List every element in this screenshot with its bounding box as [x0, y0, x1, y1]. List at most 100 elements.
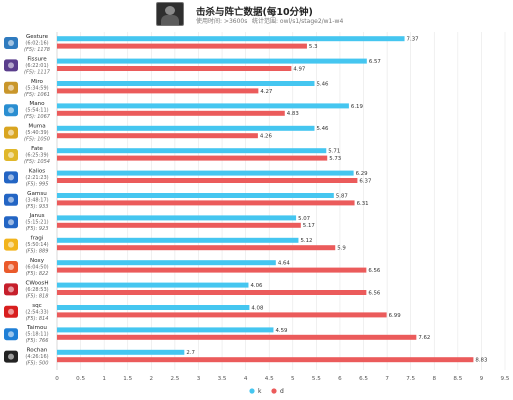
team-logo-mark [8, 219, 14, 226]
player-time: (3:48:17) [25, 197, 48, 203]
player-name: Mano [29, 101, 45, 107]
d-value-label: 5.73 [329, 156, 341, 162]
d-bar [57, 155, 328, 161]
k-value-label: 5.07 [298, 216, 310, 222]
player-name: Fissure [27, 56, 47, 62]
x-tick-label: 4 [244, 376, 248, 382]
time-used-label: 使用时间: >3600s [196, 18, 248, 25]
d-value-label: 5.17 [303, 223, 315, 229]
team-logo-mark [8, 174, 14, 181]
d-bar [57, 178, 358, 183]
d-bar [57, 88, 259, 94]
d-bar [57, 200, 355, 206]
d-bar [57, 43, 307, 49]
x-tick-label: 3 [197, 376, 201, 382]
k-bar [57, 305, 250, 310]
player-name: Gesture [26, 34, 49, 40]
team-logo-mark [8, 264, 14, 270]
legend-k-swatch [249, 388, 255, 394]
d-value-label: 6.56 [368, 290, 381, 296]
player-games: (F5): 889 [26, 249, 49, 255]
team-logo-mark [8, 62, 14, 69]
d-bar [57, 290, 367, 295]
k-bar [57, 237, 299, 243]
d-bar [57, 334, 417, 340]
player-name: Janus [28, 213, 44, 219]
x-tick-label: 9 [480, 376, 484, 382]
player-games: (F5): 933 [26, 204, 49, 210]
d-bar [57, 133, 258, 139]
player-games: (F5): 822 [26, 271, 49, 277]
k-value-label: 4.08 [251, 305, 264, 311]
k-bar [57, 260, 276, 266]
d-value-label: 8.83 [475, 358, 487, 364]
x-tick-label: 5.5 [312, 376, 321, 382]
k-bar [57, 193, 334, 198]
player-time: (5:34:59) [25, 85, 48, 91]
team-logo-mark [8, 286, 14, 293]
player-games: (F5): 1061 [24, 92, 50, 98]
player-time: (5:40:39) [25, 130, 48, 136]
player-name: fragi [31, 236, 44, 242]
x-tick-label: 3.5 [218, 376, 227, 382]
d-value-label: 6.56 [368, 268, 381, 274]
player-games: (F5): 814 [26, 316, 49, 322]
player-time: (2:21:23) [25, 175, 48, 181]
player-name: Rochan [27, 348, 48, 354]
k-value-label: 5.46 [316, 126, 329, 132]
d-value-label: 6.37 [359, 178, 371, 184]
player-time: (5:50:14) [25, 242, 48, 248]
x-tick-label: 1.5 [123, 376, 132, 382]
k-value-label: 5.12 [300, 238, 312, 244]
k-value-label: 5.46 [316, 81, 329, 87]
hero-portrait-icon [156, 2, 184, 26]
k-bar [57, 215, 297, 221]
player-name: sqc [32, 303, 42, 309]
player-time: (2:54:33) [25, 309, 48, 315]
x-tick-label: 8 [432, 376, 436, 382]
d-bar [57, 312, 387, 318]
d-value-label: 4.83 [287, 111, 299, 117]
player-games: (F5): 766 [26, 338, 49, 344]
x-tick-label: 6.5 [359, 376, 368, 382]
k-value-label: 4.06 [250, 283, 263, 289]
k-bar [57, 58, 367, 64]
k-value-label: 5.87 [336, 193, 348, 199]
legend-k-label: k [258, 388, 262, 395]
x-tick-label: 2 [150, 376, 154, 382]
d-value-label: 6.31 [357, 201, 369, 207]
d-bar [57, 222, 301, 228]
d-value-label: 4.97 [293, 66, 305, 72]
k-value-label: 6.29 [356, 171, 369, 177]
d-bar [57, 267, 367, 273]
player-time: (6:25:39) [25, 153, 48, 159]
d-value-label: 4.26 [260, 134, 273, 140]
player-games: (F5): 1054 [24, 159, 50, 165]
player-time: (5:18:11) [25, 332, 48, 338]
k-value-label: 4.59 [275, 328, 288, 334]
player-name: Kalios [29, 168, 46, 174]
player-games: (F5): 1178 [24, 47, 50, 53]
player-time: (6:28:53) [25, 287, 48, 293]
k-bar [57, 170, 354, 176]
x-tick-label: 0 [55, 376, 59, 382]
x-tick-label: 1 [102, 376, 106, 382]
player-games: (F5): 818 [26, 293, 49, 299]
x-tick-label: 9.5 [501, 376, 510, 382]
k-value-label: 7.37 [407, 37, 419, 43]
chart-header: 击杀与阵亡数据(每10分钟) 使用时间: >3600s 统计范围: owl/s1… [0, 0, 513, 28]
player-name: Taimou [26, 325, 47, 331]
team-logo-mark [8, 353, 14, 360]
k-bar [57, 327, 274, 333]
x-tick-label: 2.5 [170, 376, 179, 382]
x-tick-label: 6 [338, 376, 342, 382]
k-value-label: 6.57 [369, 59, 381, 65]
d-bar [57, 66, 292, 71]
player-games: (F5): 500 [26, 361, 49, 367]
player-games: (F5): 923 [26, 226, 49, 232]
k-bar [57, 148, 327, 154]
player-games: (F5): 1067 [24, 114, 51, 120]
player-games: (F5): 1050 [24, 137, 50, 143]
team-logo-mark [8, 152, 14, 158]
